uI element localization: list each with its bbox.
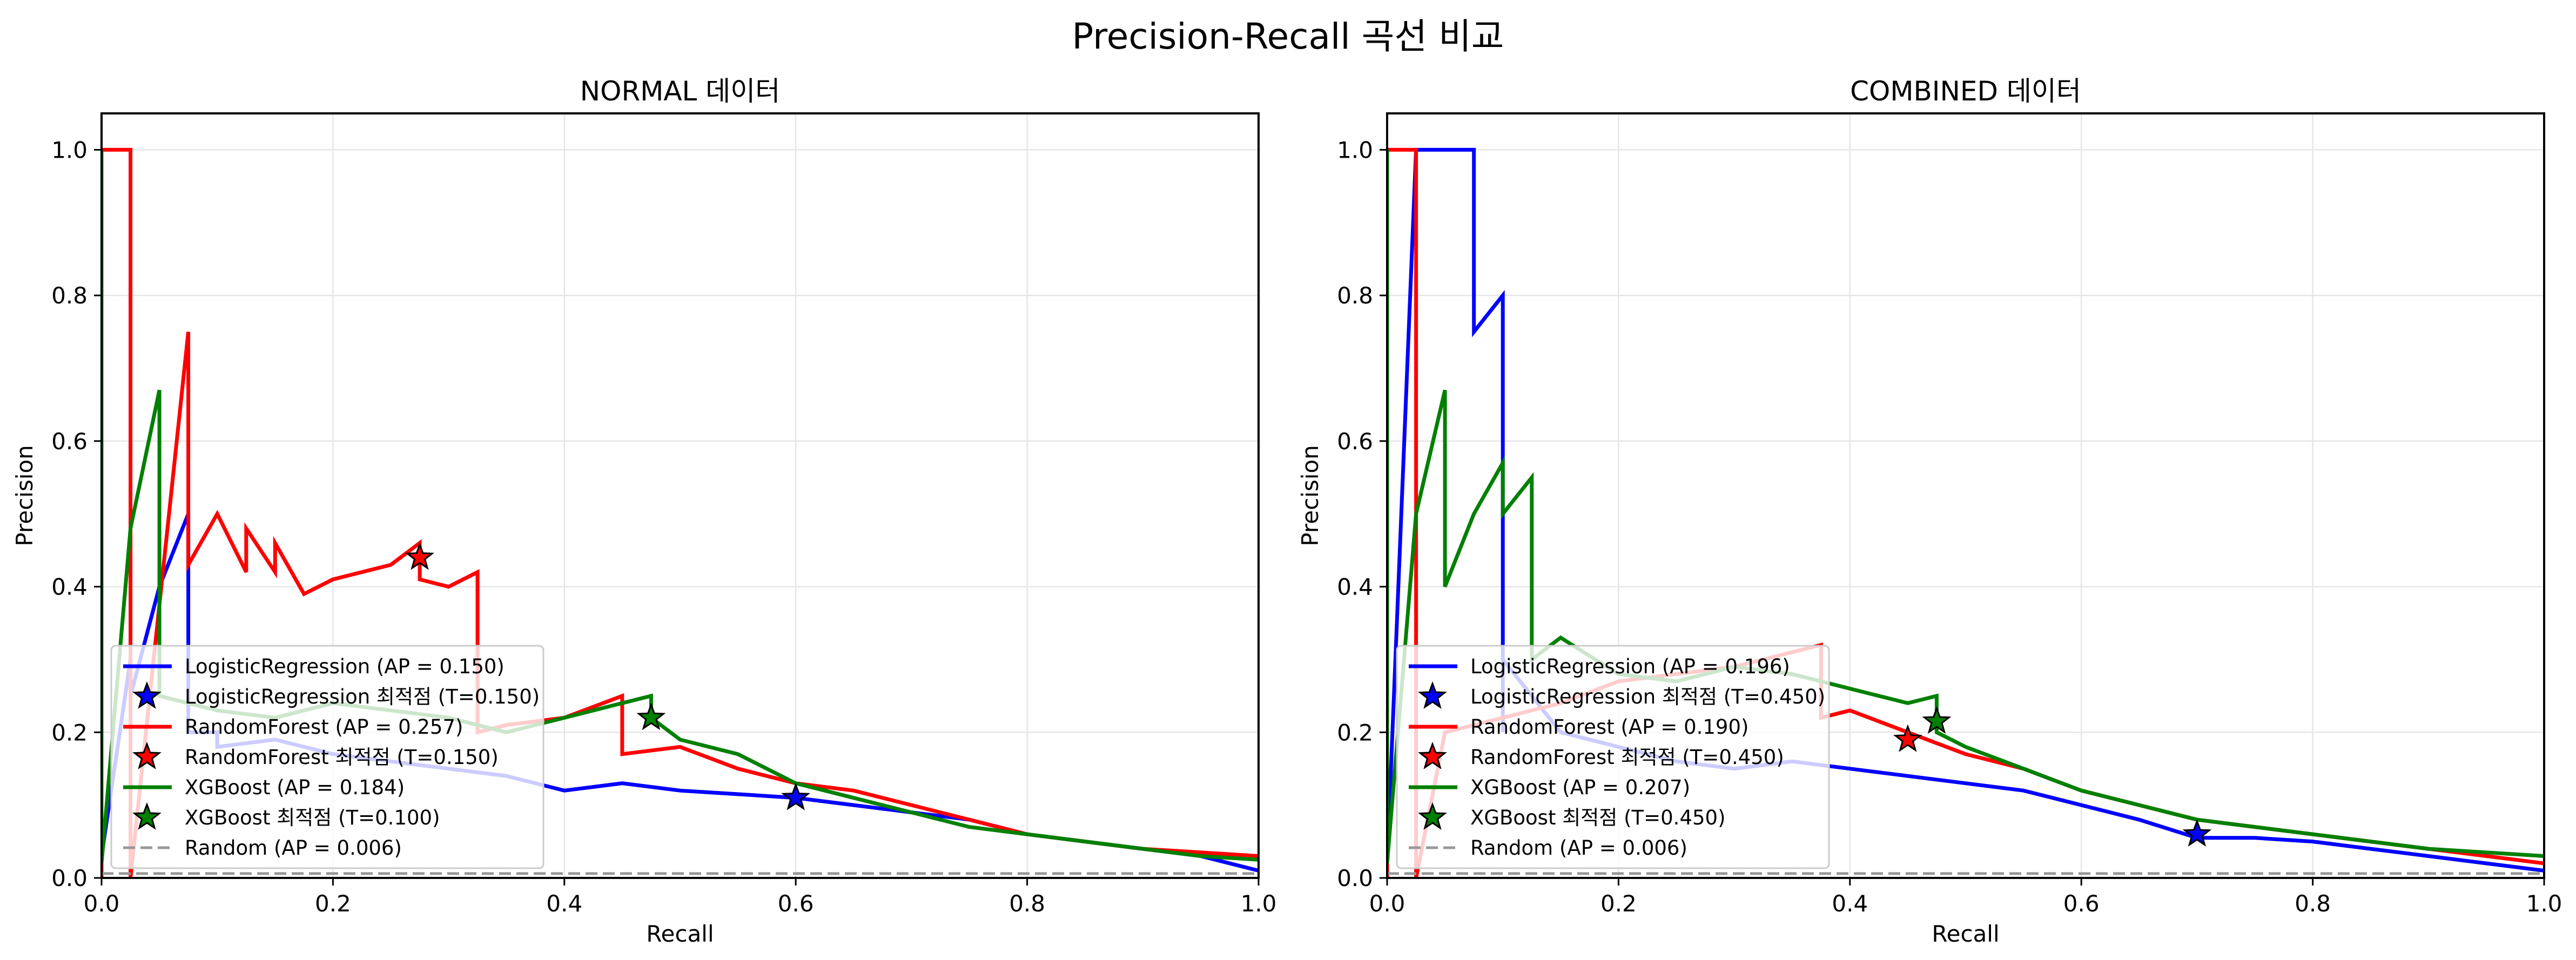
axes-frame	[100, 112, 1260, 879]
optimal-point-star-randomforest-t-0-150	[405, 542, 435, 570]
chart-panel-1: 0.0 0.2 0.4 0.6 0.8 1.0 0.0 0.2 0.4 0.6 0.8 1.0 NORM…	[11, 76, 1276, 947]
legend-item-logisticregression-t-0-450: LogisticRegression 최적점 (T=0.450)	[1418, 681, 1825, 709]
legend-item-logisticregression-t-0-150: LogisticRegression 최적점 (T=0.150)	[132, 681, 540, 709]
legend-label: LogisticRegression 최적점 (T=0.150)	[185, 685, 540, 708]
legend-label: Random (AP = 0.006)	[1470, 836, 1687, 860]
legend-star-marker	[1418, 741, 1447, 769]
legend-label: XGBoost 최적점 (T=0.450)	[1470, 806, 1726, 829]
legend-item-randomforest-ap-0-257: RandomForest (AP = 0.257)	[123, 715, 463, 739]
legend-item-randomforest-t-0-150: RandomForest 최적점 (T=0.150)	[132, 741, 499, 769]
legend-item-xgboost-ap-0-207: XGBoost (AP = 0.207)	[1409, 776, 1690, 799]
y-tick-label: 0.2	[51, 719, 88, 746]
legend-item-random-ap-0-006: Random (AP = 0.006)	[1409, 836, 1687, 860]
legend-label: RandomForest (AP = 0.257)	[185, 715, 463, 739]
legend-star-marker	[132, 741, 162, 769]
y-tick-label: 0.0	[51, 865, 88, 891]
legend-item-logisticregression-ap-0-196: LogisticRegression (AP = 0.196)	[1409, 655, 1790, 678]
legend-label: RandomForest 최적점 (T=0.150)	[185, 746, 499, 769]
legend: LogisticRegression (AP = 0.196) LogisticR…	[1396, 645, 1830, 869]
y-axis-label: Precision	[11, 445, 38, 546]
optimal-point-star-xgboost-t-0-450	[1922, 706, 1952, 734]
chart-title: COMBINED 데이터	[1850, 76, 2081, 107]
x-axis-label: Recall	[646, 921, 714, 947]
legend-label: LogisticRegression 최적점 (T=0.450)	[1470, 685, 1825, 708]
x-tick-label: 0.8	[2295, 890, 2331, 917]
y-axis-label: Precision	[1297, 445, 1323, 546]
chart-title: NORMAL 데이터	[580, 76, 781, 107]
optimal-point-star-randomforest-t-0-450	[1893, 724, 1922, 752]
x-tick-label: 0.0	[84, 890, 120, 917]
x-tick-label: 1.0	[1241, 890, 1277, 917]
legend-label: Random (AP = 0.006)	[185, 836, 402, 860]
legend-label: RandomForest 최적점 (T=0.450)	[1470, 746, 1784, 769]
legend-star-marker	[132, 681, 162, 709]
legend-item-xgboost-ap-0-184: XGBoost (AP = 0.184)	[123, 776, 405, 799]
x-tick-label: 1.0	[2526, 890, 2562, 917]
series-line-randomforest-ap-0-257	[102, 147, 1259, 878]
x-tick-label: 0.4	[546, 890, 582, 917]
x-tick-label: 0.2	[315, 890, 351, 917]
y-tick-label: 0.8	[51, 282, 88, 309]
legend-item-xgboost-t-0-100: XGBoost 최적점 (T=0.100)	[132, 802, 440, 830]
legend-label: RandomForest (AP = 0.190)	[1470, 715, 1748, 739]
legend-label: XGBoost 최적점 (T=0.100)	[185, 806, 440, 829]
x-axis-label: Recall	[1932, 921, 1999, 947]
y-tick-label: 0.6	[1337, 428, 1373, 455]
legend-item-random-ap-0-006: Random (AP = 0.006)	[123, 836, 402, 860]
legend-item-logisticregression-ap-0-150: LogisticRegression (AP = 0.150)	[123, 655, 505, 678]
legend-star-marker	[1418, 681, 1447, 709]
x-tick-label: 0.6	[2063, 890, 2100, 917]
y-tick-label: 0.0	[1337, 865, 1373, 891]
legend-star-marker	[132, 802, 162, 830]
legend: LogisticRegression (AP = 0.150) LogisticR…	[110, 645, 544, 869]
legend-item-randomforest-t-0-450: RandomForest 최적점 (T=0.450)	[1418, 741, 1784, 769]
x-tick-label: 0.8	[1009, 890, 1045, 917]
legend-label: LogisticRegression (AP = 0.150)	[185, 655, 505, 678]
x-tick-label: 0.6	[778, 890, 814, 917]
x-tick-label: 0.4	[1832, 890, 1868, 917]
figure-title: Precision-Recall 곡선 비교	[1072, 16, 1504, 57]
y-tick-label: 0.6	[51, 428, 88, 455]
x-tick-label: 0.0	[1369, 890, 1405, 917]
legend-star-marker	[1418, 802, 1447, 830]
optimal-point-star-xgboost-t-0-100	[636, 702, 666, 731]
legend-box	[110, 645, 544, 869]
legend-item-randomforest-ap-0-190: RandomForest (AP = 0.190)	[1409, 715, 1748, 739]
legend-label: XGBoost (AP = 0.207)	[1470, 776, 1690, 799]
optimal-point-star-logisticregression-t-0-150	[781, 782, 811, 810]
x-tick-label: 0.2	[1600, 890, 1637, 917]
legend-box	[1396, 645, 1830, 869]
y-tick-label: 1.0	[1337, 137, 1373, 163]
legend-label: LogisticRegression (AP = 0.196)	[1470, 655, 1790, 678]
axes-frame	[1386, 112, 2545, 879]
y-tick-label: 0.8	[1337, 282, 1373, 309]
optimal-point-star-logisticregression-t-0-450	[2182, 819, 2212, 847]
y-tick-label: 1.0	[51, 137, 88, 163]
legend-item-xgboost-t-0-450: XGBoost 최적점 (T=0.450)	[1418, 802, 1726, 830]
legend-label: XGBoost (AP = 0.184)	[185, 776, 405, 799]
y-tick-label: 0.4	[1337, 574, 1373, 600]
chart-panel-2: 0.0 0.2 0.4 0.6 0.8 1.0 0.0 0.2 0.4 0.6 0.8 1.0 COMB…	[1297, 76, 2562, 947]
y-tick-label: 0.4	[51, 574, 88, 600]
y-tick-label: 0.2	[1337, 719, 1373, 746]
